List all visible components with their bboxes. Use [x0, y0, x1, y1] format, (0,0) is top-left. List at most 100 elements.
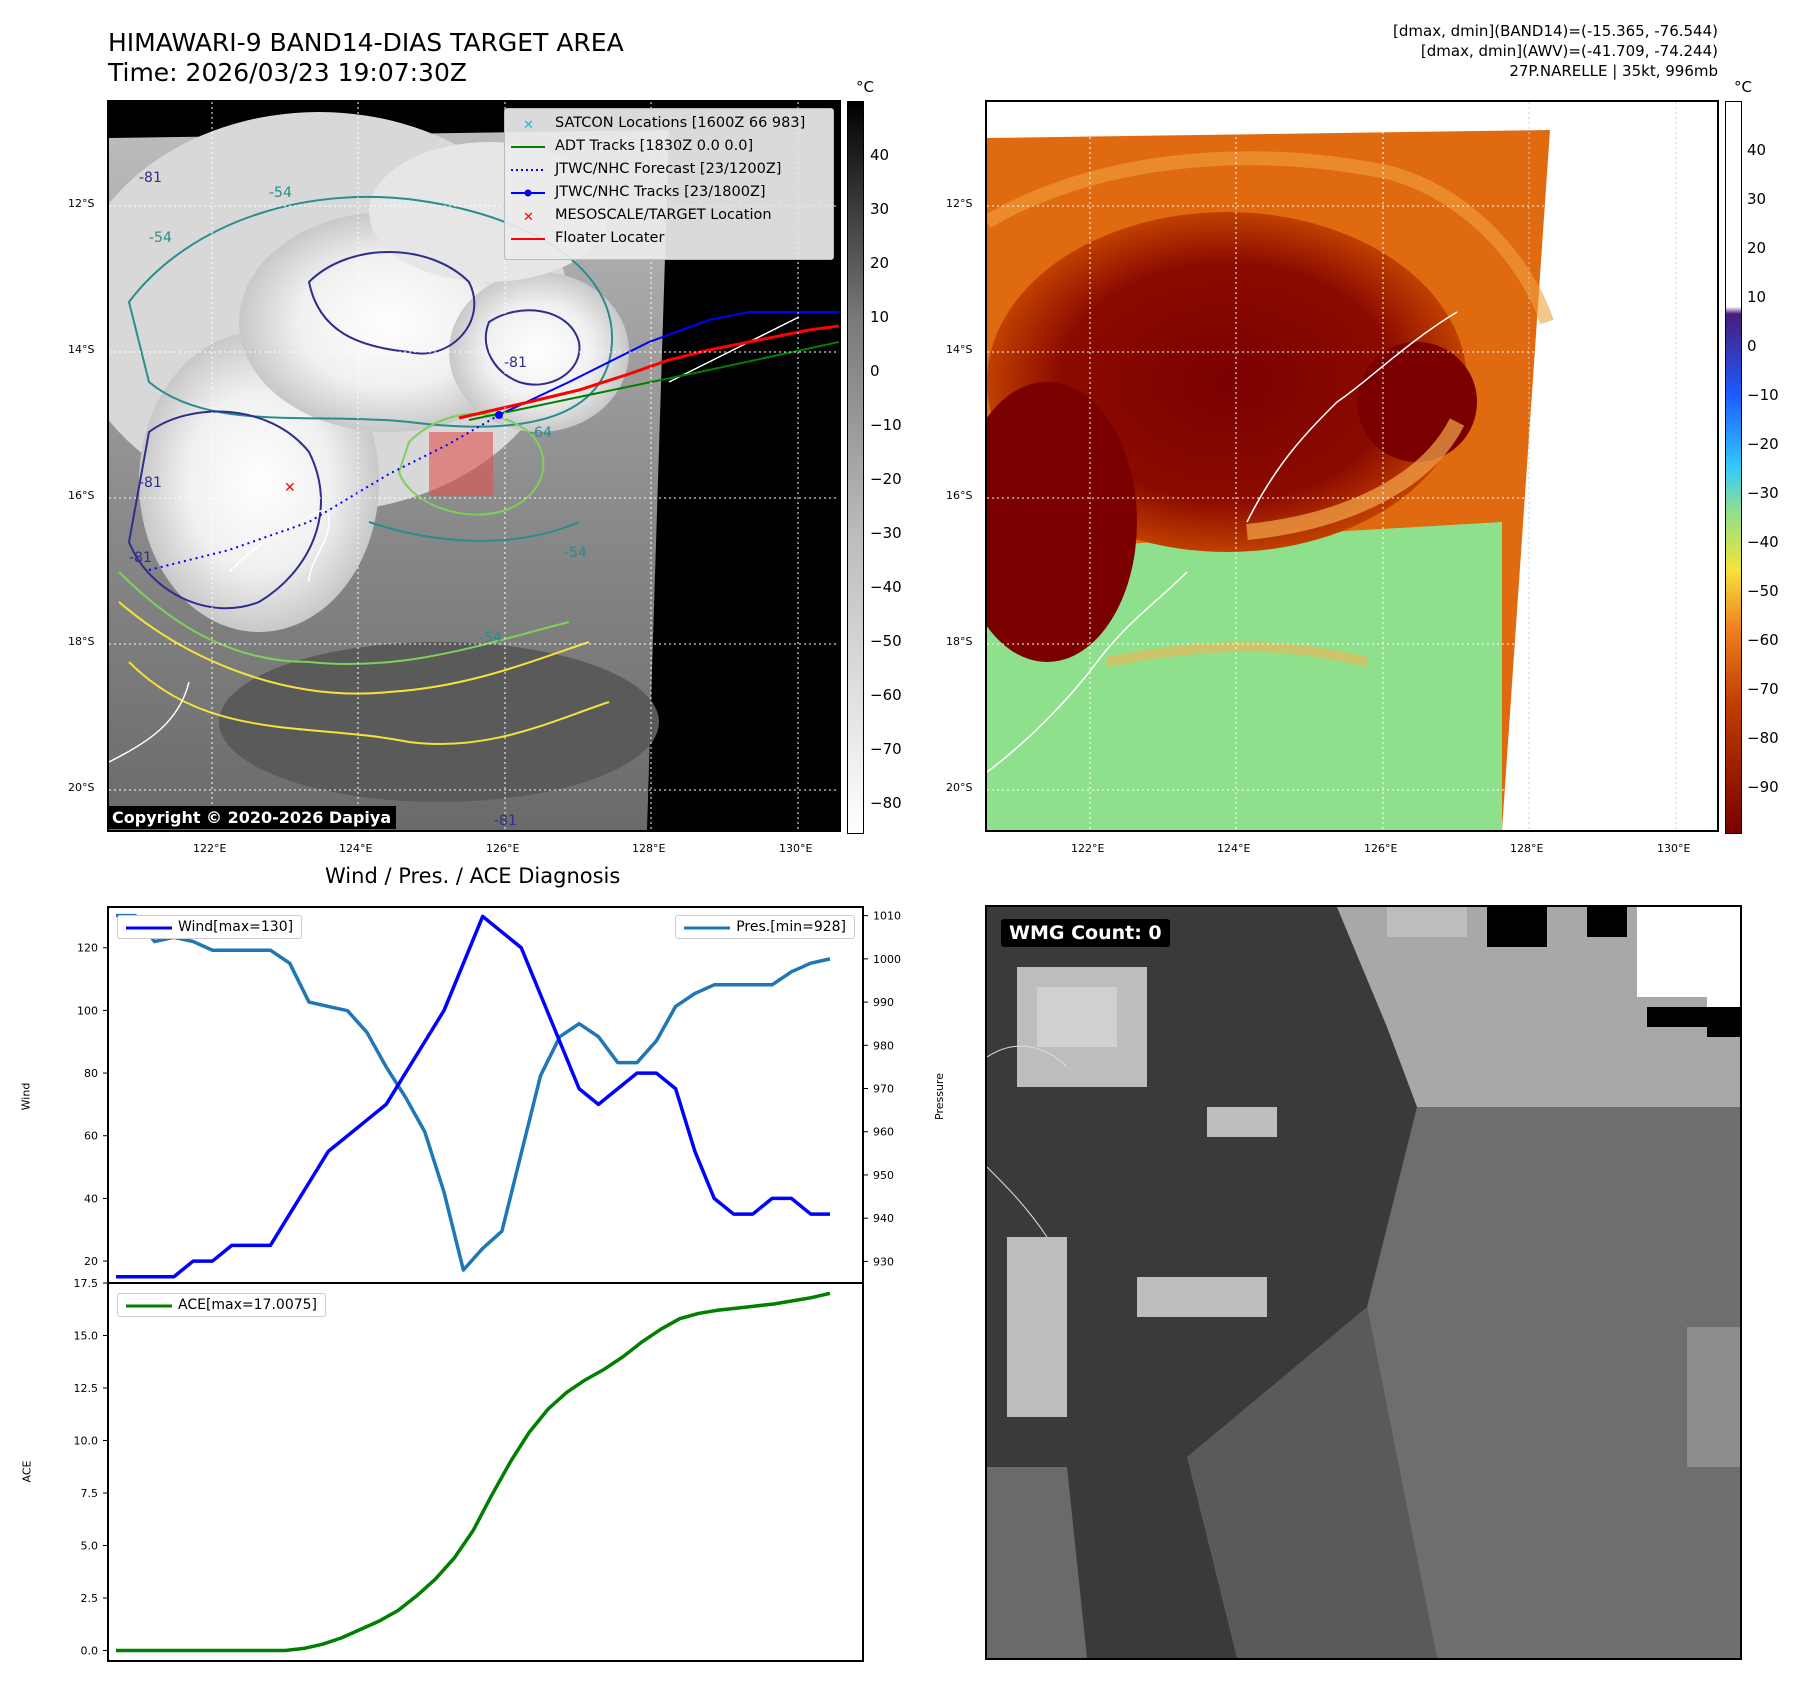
contour-label: -54: [479, 630, 502, 646]
lat-label: 12°S: [946, 197, 973, 210]
lon-label: 122°E: [1071, 842, 1105, 855]
colorbar-left: [847, 101, 864, 834]
colorbar-right-tick: −70: [1747, 680, 1779, 698]
pressure-tick-label: 970: [873, 1083, 894, 1096]
lon-label: 128°E: [1510, 842, 1544, 855]
pressure-legend-label: Pres.[min=928]: [736, 919, 846, 935]
colorbar-left-tick: 40: [870, 146, 890, 164]
wind-tick-label: 80: [84, 1067, 98, 1080]
colorbar-left-tick: −80: [870, 794, 902, 812]
map-legend: ✕ SATCON Locations [1600Z 66 983] ADT Tr…: [504, 108, 834, 260]
colorbar-left-tick: −30: [870, 524, 902, 542]
contour-label: -54: [149, 230, 172, 246]
colorbar-left-tick: −40: [870, 578, 902, 596]
ace-legend: ACE[max=17.0075]: [117, 1293, 327, 1317]
colorbar-right-tick: −50: [1747, 582, 1779, 600]
diagnosis-title: Wind / Pres. / ACE Diagnosis: [325, 864, 621, 888]
wmg-count-badge: WMG Count: 0: [1001, 919, 1170, 947]
figure-title: HIMAWARI-9 BAND14-DIAS TARGET AREA Time:…: [108, 28, 624, 88]
lon-label: 122°E: [193, 842, 227, 855]
colorbar-left-tick: 10: [870, 308, 890, 326]
ace-tick-label: 17.5: [74, 1277, 99, 1290]
colorbar-left-tick: 20: [870, 254, 890, 272]
colorbar-right-tick: −20: [1747, 435, 1779, 453]
colorbar-right-tick: −60: [1747, 631, 1779, 649]
pressure-tick-label: 940: [873, 1212, 894, 1225]
lat-label: 18°S: [946, 635, 973, 648]
colorbar-right-tick: 0: [1747, 337, 1757, 355]
wind-tick-label: 40: [84, 1192, 98, 1205]
ace-series-line: [116, 1291, 831, 1653]
lat-label: 20°S: [946, 781, 973, 794]
product-time: Time: 2026/03/23 19:07:30Z: [108, 58, 467, 87]
ace-tick-label: 12.5: [74, 1382, 99, 1395]
contour-label: -54: [564, 545, 587, 561]
lat-label: 14°S: [68, 343, 95, 356]
colorbar-right-unit: °C: [1734, 78, 1752, 96]
lat-label: 12°S: [68, 197, 95, 210]
lat-label: 16°S: [68, 489, 95, 502]
colorbar-left-tick: −50: [870, 632, 902, 650]
colorbar-right-tick: 30: [1747, 190, 1767, 208]
pressure-tick-label: 1000: [873, 953, 901, 966]
colorbar-left-tick: −60: [870, 686, 902, 704]
contour-label: -81: [139, 170, 162, 186]
wmg-panel[interactable]: [985, 905, 1742, 1660]
ace-tick-label: 0.0: [81, 1645, 99, 1658]
colorbar-right-tick: −30: [1747, 484, 1779, 502]
contour-label: -81: [494, 813, 517, 829]
ace-tick-label: 7.5: [81, 1487, 99, 1500]
diagnosis-chart: 120 100 80 60 40 20 1010 1000 990 980 970 960 950 94…: [74, 906, 901, 1662]
svg-text:✕: ✕: [523, 210, 534, 225]
pressure-tick-label: 1010: [873, 910, 901, 923]
awv-range: [dmax, dmin](AWV)=(-41.709, -74.244): [1420, 42, 1718, 60]
lat-label: 20°S: [68, 781, 95, 794]
band14-map-panel[interactable]: ✕ -54 -81 -81 -54 -81 -64 -81 -54 -54 -8…: [107, 100, 841, 832]
wind-pressure-axes: [107, 906, 864, 1284]
svg-text:✕: ✕: [284, 480, 296, 496]
wmg-map: [987, 907, 1740, 1658]
colorbar-right-tick: −40: [1747, 533, 1779, 551]
svg-text:✕: ✕: [523, 118, 534, 133]
colorbar-right-tick: 10: [1747, 288, 1767, 306]
pressure-tick-label: 950: [873, 1169, 894, 1182]
colorbar-left-unit: °C: [856, 78, 874, 96]
wind-tick-label: 100: [77, 1004, 98, 1017]
colorbar-left-tick: −70: [870, 740, 902, 758]
pressure-tick-label: 990: [873, 996, 894, 1009]
lon-label: 126°E: [1364, 842, 1398, 855]
ace-tick-label: 5.0: [81, 1540, 99, 1553]
contour-label: -81: [504, 355, 527, 371]
pressure-tick-label: 960: [873, 1126, 894, 1139]
contour-label: -81: [139, 475, 162, 491]
contour-label: -64: [529, 425, 552, 441]
awv-map: [987, 102, 1717, 830]
colorbar-right-tick: −10: [1747, 386, 1779, 404]
pressure-tick-label: 980: [873, 1039, 894, 1052]
storm-info: 27P.NARELLE | 35kt, 996mb: [1509, 62, 1718, 80]
wind-legend: Wind[max=130]: [117, 915, 303, 939]
awv-map-panel[interactable]: [985, 100, 1719, 832]
lon-label: 130°E: [1657, 842, 1691, 855]
ace-axes: [107, 1282, 864, 1662]
band14-range: [dmax, dmin](BAND14)=(-15.365, -76.544): [1393, 22, 1718, 40]
colorbar-right-tick: 20: [1747, 239, 1767, 257]
pressure-series-line: [116, 913, 831, 1272]
wind-tick-label: 20: [84, 1255, 98, 1268]
colorbar-right-tick: −90: [1747, 778, 1779, 796]
wind-tick-label: 120: [77, 942, 98, 955]
pressure-legend: Pres.[min=928]: [675, 915, 855, 939]
wind-series-line: [116, 914, 830, 1279]
copyright-badge: Copyright © 2020-2026 Dapiya: [107, 806, 397, 829]
product-title: HIMAWARI-9 BAND14-DIAS TARGET AREA: [108, 28, 624, 57]
colorbar-left-tick: −20: [870, 470, 902, 488]
lon-label: 126°E: [486, 842, 520, 855]
wind-legend-label: Wind[max=130]: [178, 919, 294, 935]
lat-label: 14°S: [946, 343, 973, 356]
colorbar-right-tick: 40: [1747, 141, 1767, 159]
pressure-tick-label: 930: [873, 1255, 894, 1268]
lon-label: 128°E: [632, 842, 666, 855]
lon-label: 130°E: [779, 842, 813, 855]
colorbar-right: [1725, 101, 1742, 834]
contour-label: -54: [269, 185, 292, 201]
